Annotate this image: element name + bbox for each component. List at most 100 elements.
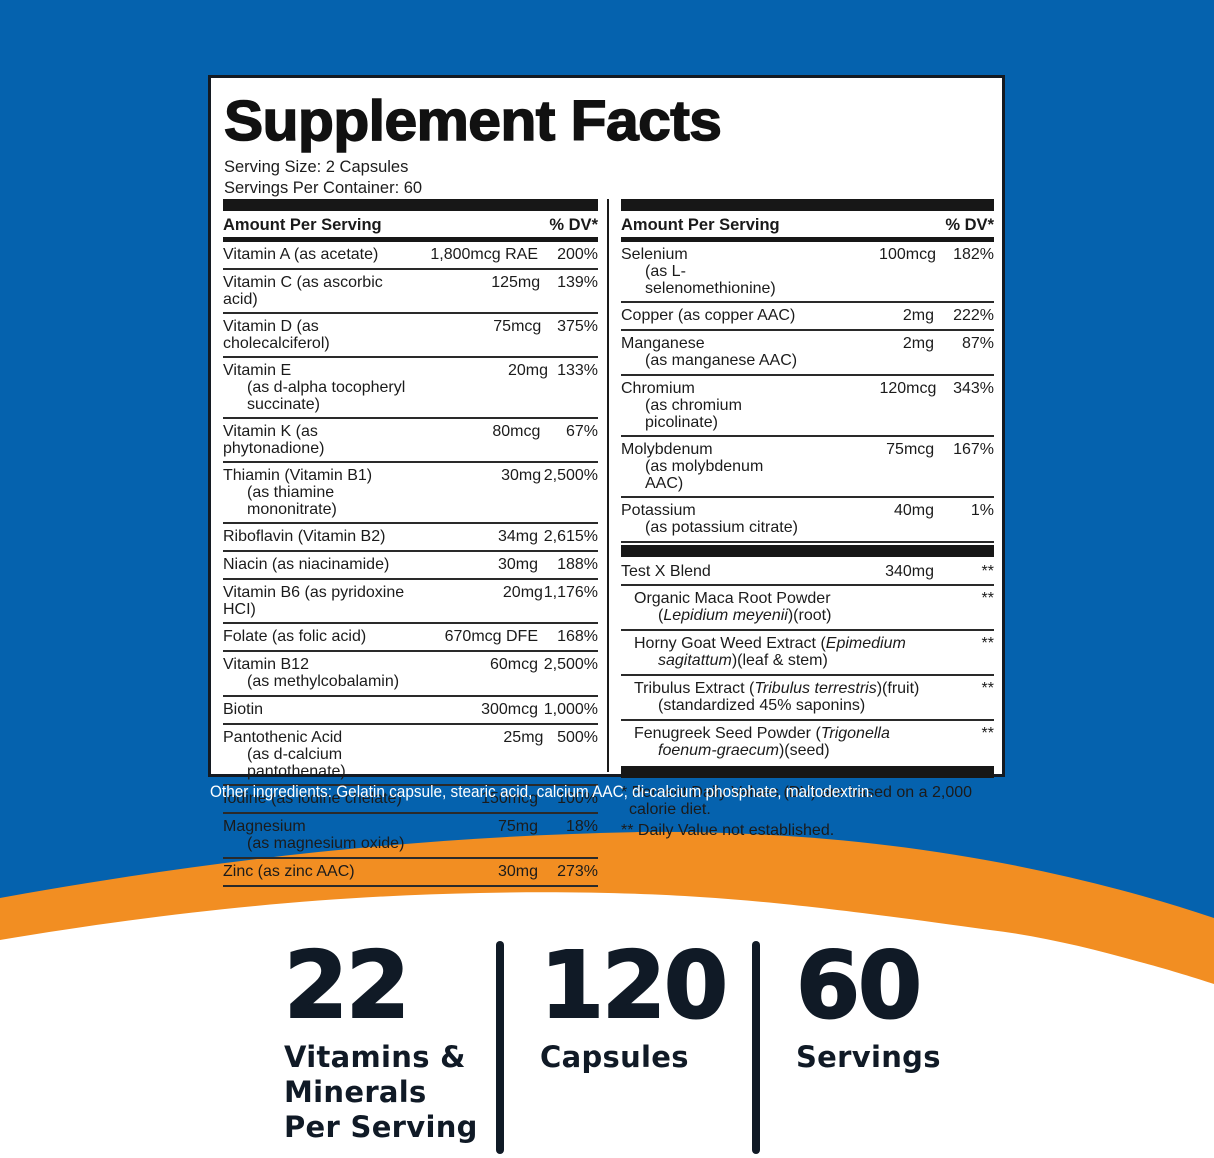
stat-capsules: 120 Capsules: [539, 937, 729, 1075]
blend-ingredient-dv: **: [981, 590, 994, 607]
nutrient-label: Vitamin C (as ascorbic acid): [223, 274, 383, 308]
nutrient-name: Biotin: [223, 701, 408, 718]
stat-vitamins: 22 Vitamins & Minerals Per Serving: [283, 932, 478, 1145]
nutrient-name: Vitamin D (as cholecalciferol): [223, 318, 418, 352]
nutrient-dv: 139%: [557, 274, 598, 291]
ingredient-line-2: (Lepidium meyenii)(root): [658, 607, 832, 624]
nutrient-source: (as manganese AAC): [645, 352, 798, 369]
other-ingredients: Other ingredients: Gelatin capsule, stea…: [210, 783, 874, 801]
nutrient-row: Vitamin D (as cholecalciferol) 75mcg 375%: [223, 314, 598, 358]
nutrient-name: Manganese (as manganese AAC): [621, 335, 804, 369]
ingredient-line-2: sagitattum)(leaf & stem): [658, 652, 828, 669]
nutrient-name: Zinc (as zinc AAC): [223, 863, 408, 880]
nutrient-dv: 343%: [953, 380, 995, 397]
nutrient-label: Vitamin K (as phytonadione): [223, 423, 325, 457]
stat-servings: 60 Servings: [795, 937, 941, 1075]
latin-name: sagitattum: [658, 652, 732, 669]
blend-ingredient-dv: **: [981, 725, 994, 742]
nutrient-amount: 80mcg: [492, 423, 541, 440]
latin-name: foenum-graecum: [658, 742, 779, 759]
nutrient-label: Pantothenic Acid: [223, 729, 343, 746]
nutrient-name: Vitamin A (as acetate): [223, 246, 408, 263]
nutrient-source: (as thiamine mononitrate): [247, 484, 337, 518]
nutrient-amount: 30mg: [501, 467, 542, 484]
footnote-not-established: ** Daily Value not established.: [621, 822, 835, 839]
latin-name: Tribulus terrestris: [754, 680, 877, 697]
nutrient-label: Potassium: [621, 502, 696, 519]
nutrient-name: Copper (as copper AAC): [621, 307, 804, 324]
servings-per-container: Servings Per Container: 60: [224, 179, 423, 197]
nutrient-dv: 222%: [953, 307, 994, 324]
nutrient-row: Iodine (as iodine chelate) 150mcg 100%: [223, 786, 598, 814]
nutrient-amount: 30mg: [497, 556, 538, 573]
nutrient-dv: 188%: [557, 556, 598, 573]
nutrient-amount: 2mg: [902, 307, 934, 324]
blend-ingredient-name: Horny Goat Weed Extract (Epimedium sagita…: [621, 635, 934, 669]
nutrient-label: Riboflavin (Vitamin B2): [223, 528, 386, 545]
nutrient-label: Manganese: [621, 335, 705, 352]
nutrient-row: Chromium (as chromium picolinate) 120mcg 34…: [621, 376, 994, 437]
latin-name: Lepidium meyenii: [663, 607, 788, 624]
ingredient-line-1: Horny Goat Weed Extract (Epimedium: [634, 635, 906, 652]
nutrient-label: Niacin (as niacinamide): [223, 556, 390, 573]
footnotes: * Percent Daily Values (DV) are based on…: [621, 778, 994, 839]
nutrient-amount: 150mcg: [481, 790, 538, 807]
nutrient-dv: 87%: [961, 335, 994, 352]
blend-ingredient-name: Fenugreek Seed Powder (Trigonella foenum-…: [621, 725, 934, 759]
nutrient-label: Biotin: [223, 701, 264, 718]
nutrient-dv: 200%: [557, 246, 598, 263]
blend-ingredient-name: Tribulus Extract (Tribulus terrestris)(f…: [621, 680, 934, 714]
blend-dv: **: [981, 563, 994, 580]
stat-label: Vitamins & Minerals Per Serving: [284, 1040, 478, 1144]
blend-ingredient-row: Tribulus Extract (Tribulus terrestris)(f…: [621, 676, 994, 721]
nutrient-row: Vitamin E (as d-alpha tocopheryl succinat…: [223, 358, 598, 419]
nutrient-amount: 300mcg: [481, 701, 538, 718]
ingredient-line-2: foenum-graecum)(seed): [658, 742, 830, 759]
nutrient-label: Selenium: [621, 246, 688, 263]
nutrient-label: Vitamin E: [223, 362, 292, 379]
nutrient-row: Vitamin C (as ascorbic acid) 125mg 139%: [223, 270, 598, 314]
stat-number: 22: [283, 932, 411, 1039]
ingredient-line-1: Organic Maca Root Powder: [634, 590, 831, 607]
nutrient-label: Thiamin (Vitamin B1): [223, 467, 373, 484]
nutrient-amount: 20mg: [502, 584, 543, 601]
nutrient-name: Vitamin B6 (as pyridoxine HCI): [223, 584, 424, 618]
nutrient-name: Thiamin (Vitamin B1) (as thiamine mononit…: [223, 467, 418, 518]
nutrient-label: Vitamin D (as cholecalciferol): [223, 318, 330, 352]
blend-ingredient-row: Organic Maca Root Powder (Lepidium meyeni…: [621, 586, 994, 631]
stat-separator: [496, 941, 504, 1154]
nutrient-label: Zinc (as zinc AAC): [223, 863, 355, 880]
nutrient-dv: 1%: [970, 502, 994, 519]
thick-rule: [621, 199, 994, 211]
nutrient-amount: 2mg: [902, 335, 934, 352]
nutrient-label: Copper (as copper AAC): [621, 307, 796, 324]
nutrient-dv: 182%: [953, 246, 994, 263]
nutrient-dv: 2,615%: [543, 528, 598, 545]
nutrient-source: (as methylcobalamin): [247, 673, 400, 690]
thick-rule: [621, 766, 994, 778]
column-header: Amount Per Serving % DV*: [621, 211, 994, 237]
nutrient-row: Niacin (as niacinamide) 30mg 188%: [223, 552, 598, 580]
nutrient-dv: 18%: [565, 818, 598, 835]
nutrient-row: Manganese (as manganese AAC) 2mg 87%: [621, 331, 994, 376]
blend-row: Test X Blend 340mg **: [621, 557, 994, 586]
nutrient-label: Vitamin B6 (as pyridoxine HCI): [223, 584, 405, 618]
blend-ingredient-list: Organic Maca Root Powder (Lepidium meyeni…: [621, 586, 994, 766]
nutrient-amount: 25mg: [503, 729, 544, 746]
thick-rule: [223, 199, 598, 211]
nutrient-amount: 670mcg DFE: [444, 628, 538, 645]
nutrient-dv: 2,500%: [543, 656, 598, 673]
blend-ingredient-dv: **: [981, 680, 994, 697]
column-divider: [607, 199, 609, 772]
nutrient-name: Folate (as folic acid): [223, 628, 408, 645]
nutrient-amount: 120mcg: [879, 380, 937, 397]
header-amount: Amount Per Serving: [223, 215, 382, 234]
nutrient-dv: 1,176%: [543, 584, 598, 601]
blend-ingredient-name: Organic Maca Root Powder (Lepidium meyeni…: [621, 590, 934, 624]
stat-label: Capsules: [540, 1040, 689, 1074]
nutrient-row: Folate (as folic acid) 670mcg DFE 168%: [223, 624, 598, 652]
nutrient-dv: 1,000%: [543, 701, 598, 718]
blend-ingredient-row: Horny Goat Weed Extract (Epimedium sagita…: [621, 631, 994, 676]
facts-column-left: Amount Per Serving % DV* Vitamin A (as a…: [223, 199, 598, 887]
